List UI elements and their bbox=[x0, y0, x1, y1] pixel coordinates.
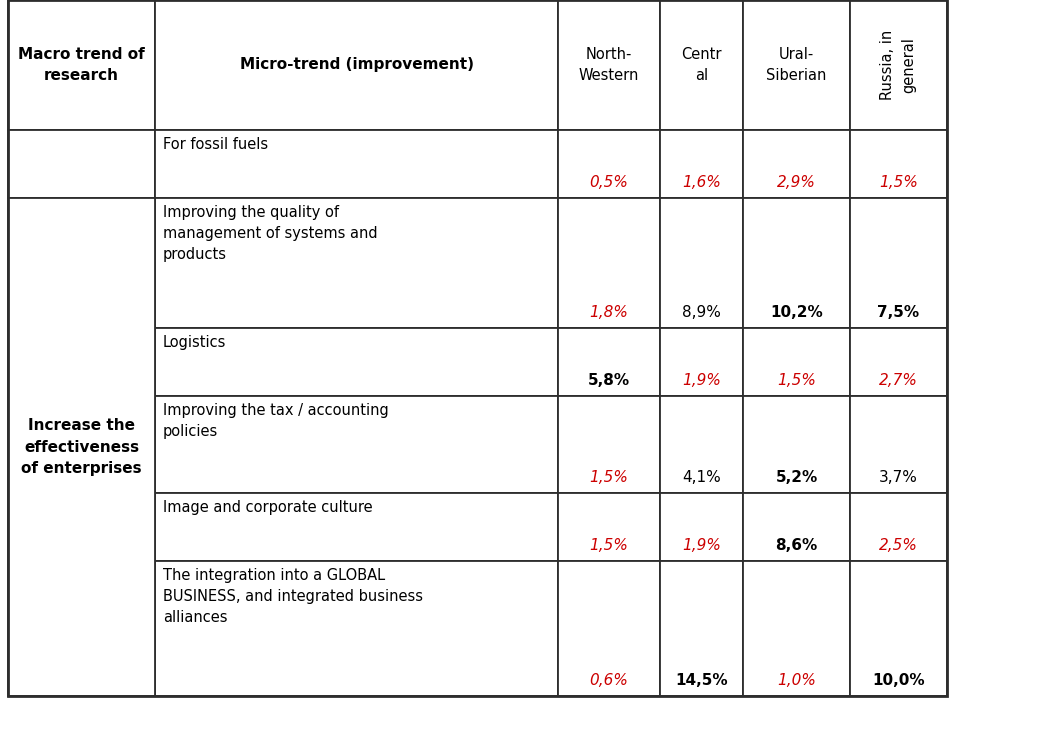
Text: 2,9%: 2,9% bbox=[777, 175, 816, 190]
Bar bbox=[850, 198, 947, 328]
Text: Improving the tax / accounting
policies: Improving the tax / accounting policies bbox=[163, 403, 389, 439]
Text: 1,8%: 1,8% bbox=[589, 305, 629, 320]
Text: 1,0%: 1,0% bbox=[777, 673, 816, 688]
Text: Improving the quality of
management of systems and
products: Improving the quality of management of s… bbox=[163, 205, 378, 262]
Text: 14,5%: 14,5% bbox=[675, 673, 728, 688]
Bar bbox=[558, 198, 660, 328]
Text: Centr
al: Centr al bbox=[681, 47, 722, 83]
Bar bbox=[743, 0, 850, 130]
Bar bbox=[155, 396, 558, 493]
Bar bbox=[743, 328, 850, 396]
Bar bbox=[8, 198, 155, 696]
Text: Increase the
effectiveness
of enterprises: Increase the effectiveness of enterprise… bbox=[21, 419, 142, 476]
Text: 1,5%: 1,5% bbox=[777, 373, 816, 388]
Text: Image and corporate culture: Image and corporate culture bbox=[163, 500, 372, 515]
Text: 0,6%: 0,6% bbox=[589, 673, 629, 688]
Bar bbox=[558, 0, 660, 130]
Text: 10,2%: 10,2% bbox=[770, 305, 823, 320]
Bar bbox=[743, 561, 850, 696]
Bar bbox=[558, 396, 660, 493]
Bar bbox=[660, 328, 743, 396]
Text: Micro-trend (improvement): Micro-trend (improvement) bbox=[240, 57, 474, 73]
Bar bbox=[155, 130, 558, 198]
Text: 2,5%: 2,5% bbox=[879, 538, 918, 553]
Text: 1,9%: 1,9% bbox=[682, 373, 721, 388]
Bar bbox=[660, 561, 743, 696]
Bar bbox=[850, 493, 947, 561]
Bar bbox=[660, 396, 743, 493]
Bar bbox=[558, 130, 660, 198]
Text: For fossil fuels: For fossil fuels bbox=[163, 137, 268, 152]
Text: 7,5%: 7,5% bbox=[877, 305, 920, 320]
Text: North-
Western: North- Western bbox=[579, 47, 639, 83]
Bar bbox=[850, 130, 947, 198]
Bar bbox=[155, 561, 558, 696]
Bar bbox=[558, 561, 660, 696]
Bar bbox=[743, 130, 850, 198]
Text: 2,7%: 2,7% bbox=[879, 373, 918, 388]
Text: 5,8%: 5,8% bbox=[588, 373, 630, 388]
Text: 0,5%: 0,5% bbox=[589, 175, 629, 190]
Bar bbox=[8, 0, 155, 130]
Bar bbox=[558, 493, 660, 561]
Text: Russia, in
general: Russia, in general bbox=[880, 30, 917, 100]
Text: Ural-
Siberian: Ural- Siberian bbox=[767, 47, 827, 83]
Bar bbox=[558, 328, 660, 396]
Text: 1,5%: 1,5% bbox=[589, 470, 629, 485]
Bar bbox=[155, 198, 558, 328]
Text: The integration into a GLOBAL
BUSINESS, and integrated business
alliances: The integration into a GLOBAL BUSINESS, … bbox=[163, 568, 423, 625]
Text: 3,7%: 3,7% bbox=[879, 470, 918, 485]
Text: 1,6%: 1,6% bbox=[682, 175, 721, 190]
Text: Macro trend of
research: Macro trend of research bbox=[18, 47, 145, 83]
Text: 8,6%: 8,6% bbox=[775, 538, 818, 553]
Text: 4,1%: 4,1% bbox=[682, 470, 721, 485]
Text: 1,9%: 1,9% bbox=[682, 538, 721, 553]
Bar bbox=[155, 0, 558, 130]
Bar bbox=[155, 328, 558, 396]
Text: 1,5%: 1,5% bbox=[879, 175, 918, 190]
Text: Logistics: Logistics bbox=[163, 335, 226, 350]
Bar bbox=[660, 493, 743, 561]
Text: 8,9%: 8,9% bbox=[682, 305, 721, 320]
Bar bbox=[155, 493, 558, 561]
Bar bbox=[850, 328, 947, 396]
Bar bbox=[743, 396, 850, 493]
Bar bbox=[850, 396, 947, 493]
Bar bbox=[660, 198, 743, 328]
Bar bbox=[743, 493, 850, 561]
Bar bbox=[743, 198, 850, 328]
Bar bbox=[850, 561, 947, 696]
Text: 5,2%: 5,2% bbox=[775, 470, 818, 485]
Bar bbox=[660, 130, 743, 198]
Text: 10,0%: 10,0% bbox=[872, 673, 925, 688]
Bar bbox=[850, 0, 947, 130]
Bar bbox=[660, 0, 743, 130]
Bar bbox=[8, 130, 155, 198]
Text: 1,5%: 1,5% bbox=[589, 538, 629, 553]
